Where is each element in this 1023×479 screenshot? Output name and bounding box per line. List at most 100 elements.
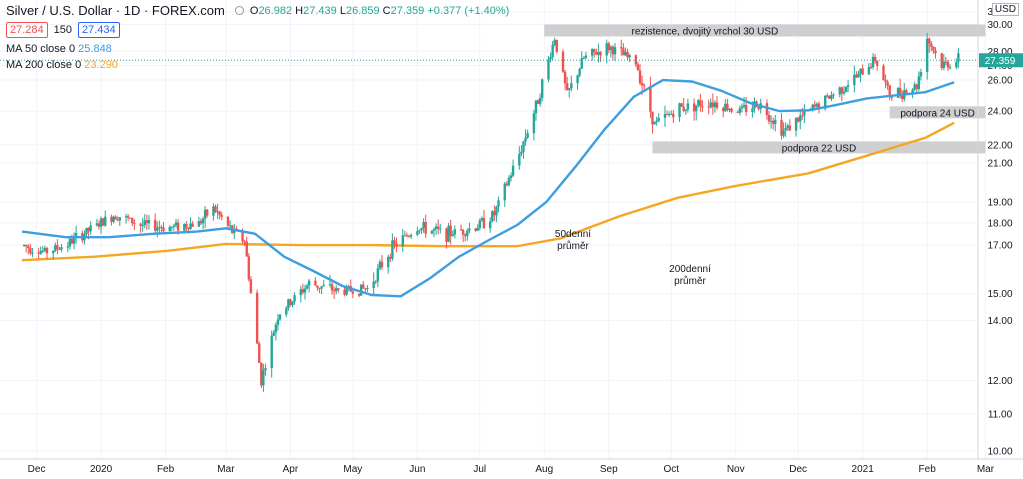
candle-body xyxy=(243,241,246,243)
candle-body xyxy=(509,175,513,179)
candle-body xyxy=(43,248,47,251)
candle-body xyxy=(316,285,319,288)
candle-body xyxy=(52,250,55,254)
candle-body xyxy=(449,225,452,237)
candle-body xyxy=(869,66,873,68)
candle-body xyxy=(651,111,654,125)
candle-body xyxy=(565,83,569,90)
y-tick-label: 19.00 xyxy=(987,197,1012,208)
candle-body xyxy=(110,216,113,222)
candle-body xyxy=(524,137,527,142)
candle-body xyxy=(72,237,76,244)
annotation-labels: rezistence, dvojitý vrchol 30 USD podpora… xyxy=(0,26,978,287)
candle-body xyxy=(828,95,831,99)
candle-body xyxy=(143,220,146,226)
candle-body xyxy=(940,53,943,69)
candle-body xyxy=(274,324,278,333)
candle-body xyxy=(303,288,307,293)
high-value: 27.439 xyxy=(303,4,337,17)
candle-body xyxy=(434,226,438,230)
candle-body xyxy=(711,102,715,107)
candle-body xyxy=(478,220,481,229)
candle-body xyxy=(580,58,583,69)
candle-body xyxy=(547,59,550,80)
candle-body xyxy=(955,61,958,68)
candle-body xyxy=(824,95,827,109)
candle-body xyxy=(611,46,615,55)
candle-body xyxy=(247,256,251,280)
candle-body xyxy=(205,209,209,216)
x-tick-label: 2020 xyxy=(90,464,113,475)
candle-body xyxy=(948,67,952,69)
candle-body xyxy=(228,225,232,227)
candle-body xyxy=(842,91,846,94)
candle-body xyxy=(160,227,163,229)
candle-body xyxy=(491,211,494,222)
candle-body xyxy=(139,223,142,226)
ma50-legend[interactable]: MA 50 close 0 25.848 xyxy=(6,43,112,55)
candle-body xyxy=(826,95,829,97)
candle-body xyxy=(911,89,914,93)
candle-body xyxy=(89,225,92,232)
candle-body xyxy=(147,219,151,224)
x-tick-label: Jul xyxy=(473,464,486,475)
candle-body xyxy=(270,335,273,369)
candle-body xyxy=(905,90,908,93)
y-tick-label: 26.00 xyxy=(987,76,1012,87)
candle-body xyxy=(713,102,717,107)
time-axis[interactable]: Dec 2020 Feb Mar Apr May Jun Jul Aug Sep Oct Nov Dec… xyxy=(0,458,1023,475)
price-axis[interactable]: 31.0030.0028.0027.0026.0024.0022.0021.00… xyxy=(977,0,1023,459)
candle-body xyxy=(882,65,885,81)
candle-body xyxy=(541,79,544,98)
candle-body xyxy=(730,108,733,112)
candle-body xyxy=(505,183,509,186)
candle-body xyxy=(786,125,789,128)
y-tick-label: 15.00 xyxy=(987,289,1012,300)
candle-body xyxy=(380,261,384,268)
candle-body xyxy=(744,104,748,113)
candle-body xyxy=(636,64,640,71)
candle-body xyxy=(314,280,317,286)
candle-body xyxy=(699,100,702,107)
currency-label[interactable]: USD xyxy=(991,3,1019,16)
candle-body xyxy=(930,43,933,47)
candle-body xyxy=(68,238,72,247)
candle-body xyxy=(436,226,440,229)
candle-body xyxy=(642,85,646,87)
candle-body xyxy=(707,106,710,108)
annotation-zone xyxy=(889,106,986,119)
candle-body xyxy=(439,228,442,230)
candle-body xyxy=(584,55,588,58)
candle-body xyxy=(813,104,817,107)
candle-body xyxy=(570,83,573,89)
candle-body xyxy=(520,151,523,154)
candle-body xyxy=(141,225,144,227)
ask-price[interactable]: 27.434 xyxy=(78,22,120,38)
symbol-title[interactable]: Silver / U.S. Dollar · 1D · FOREX.com xyxy=(6,3,225,18)
candle-body xyxy=(158,227,161,229)
candle-body xyxy=(657,117,660,121)
y-tick-label: 10.00 xyxy=(987,447,1012,458)
last-price-badge xyxy=(979,53,1023,68)
candle-body xyxy=(322,285,325,287)
candle-body xyxy=(503,183,506,201)
candle-body xyxy=(176,222,180,231)
bid-price[interactable]: 27.284 xyxy=(6,22,48,38)
candle-body xyxy=(622,48,625,56)
ma200-legend[interactable]: MA 200 close 0 23.290 xyxy=(6,59,118,71)
ma50-line xyxy=(21,78,955,298)
ma-annotation-label: 200denní xyxy=(669,264,711,275)
candle-body xyxy=(445,228,448,242)
candle-body xyxy=(335,288,338,292)
candle-body xyxy=(901,94,904,99)
candle-body xyxy=(133,223,136,225)
candle-body xyxy=(728,108,731,110)
candle-body xyxy=(919,72,923,77)
ma200-line-group xyxy=(21,121,955,262)
candle-body xyxy=(451,234,454,237)
candle-body xyxy=(203,209,207,219)
candle-body xyxy=(867,66,871,75)
candle-body xyxy=(857,73,860,78)
candle-body xyxy=(255,292,259,344)
